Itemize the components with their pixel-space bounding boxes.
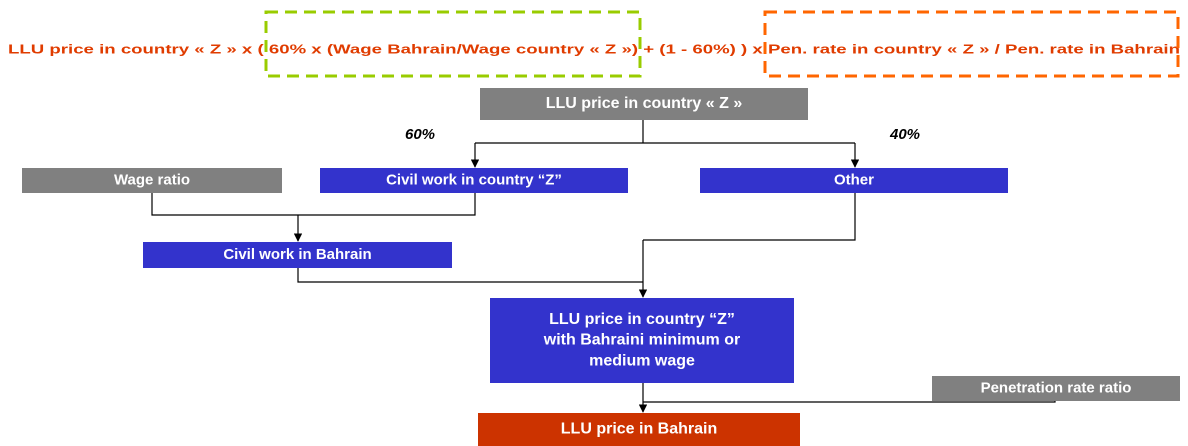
node-label: LLU price in country “Z” [549, 311, 735, 328]
node-box [480, 88, 808, 120]
node-box [932, 376, 1180, 401]
green-dashed-box [264, 10, 642, 78]
node-box [490, 298, 794, 383]
node-label: LLU price in Bahrain [561, 421, 717, 438]
node-label: Civil work in Bahrain [223, 246, 371, 263]
node-label: Other [834, 171, 874, 188]
node-label: Civil work in country “Z” [386, 171, 562, 188]
weight-label: 60% [405, 126, 435, 143]
weight-label: 40% [889, 126, 920, 143]
node-label: LLU price in country « Z » [546, 95, 743, 112]
node-label: Wage ratio [114, 171, 190, 188]
node-label: Penetration rate ratio [981, 379, 1132, 396]
node-box [143, 242, 452, 268]
node-label: with Bahraini minimum or [543, 332, 740, 349]
formula: LLU price in country « Z » x ( 60% x (Wa… [8, 41, 1180, 56]
node-box [478, 413, 800, 446]
node-box [22, 168, 282, 193]
orange-dashed-box [763, 10, 1180, 78]
connectors [151, 120, 1056, 413]
node-box [320, 168, 628, 193]
node-label: medium wage [589, 353, 695, 370]
node-box [700, 168, 1008, 193]
